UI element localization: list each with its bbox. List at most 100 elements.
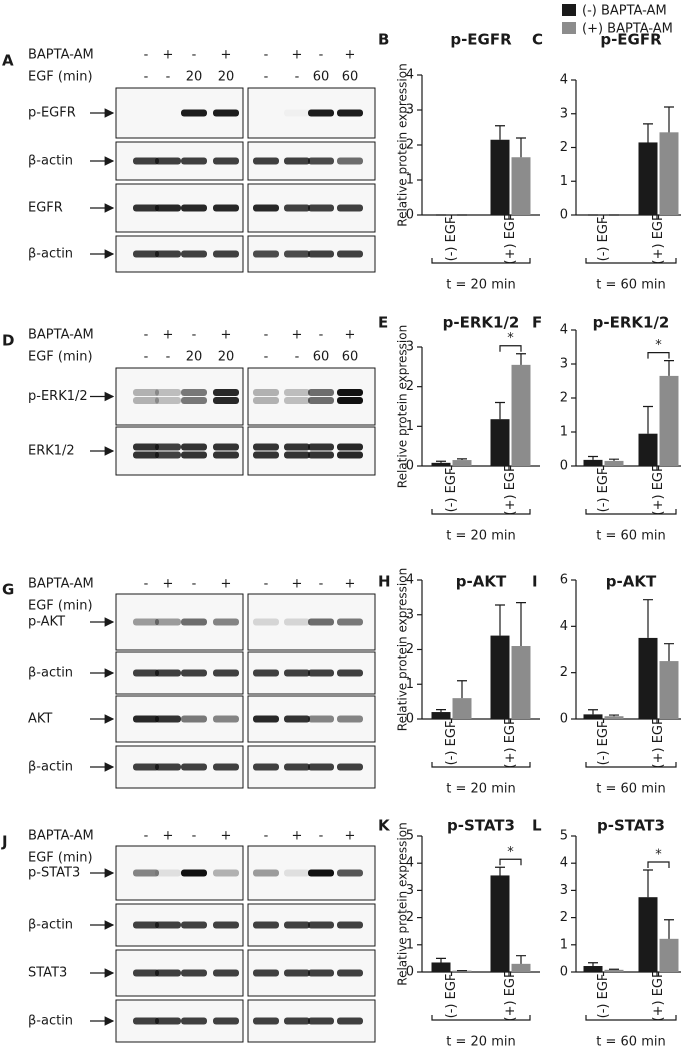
time-bracket [431,762,531,768]
lane-label: - [166,350,171,365]
band [308,715,334,723]
blot-label: β-actin [28,154,73,169]
lane-label: - [295,350,300,365]
significance-bracket [647,352,670,359]
error-bar [436,460,446,463]
lane-label: 60 [342,70,359,85]
lane-label: - [295,70,300,85]
lane-label: - [264,829,269,844]
x-axis-label: t = 20 min [446,782,515,797]
lane-label: + [292,328,303,343]
lane-label: - [144,829,149,844]
band [253,1017,279,1025]
lane-label: - [144,577,149,592]
band [213,618,239,626]
header-label: EGF (min) [28,851,93,866]
lane-label: + [345,328,356,343]
band [155,869,181,877]
chart-title: p-ERK1/2 [443,314,520,332]
band [337,969,363,977]
band [284,451,310,459]
y-axis-label: Relative protein expression [396,568,410,731]
band [337,921,363,929]
lane-label: - [264,577,269,592]
y-tick-label: 1 [406,677,414,692]
y-axis-label: Relative protein expression [396,63,410,226]
y-tick-label: 4 [560,856,568,871]
panel-letter: F [532,314,542,332]
time-bracket [585,509,677,515]
band [284,110,310,117]
band [213,969,239,977]
error-bar [436,957,446,963]
y-tick-label: 2 [560,140,568,155]
band [253,389,279,396]
blot-label: β-actin [28,918,73,933]
x-tick-label: (-) EGF [596,721,611,766]
lane-label: + [345,829,356,844]
header-label: EGF (min) [28,350,93,365]
band [133,618,159,626]
band [337,389,363,396]
bar [452,698,472,719]
band [284,715,310,723]
band [337,715,363,723]
y-tick-label: 1 [406,173,414,188]
lane-label: + [221,48,232,63]
band [213,443,239,451]
band [337,451,363,459]
panel-letter: E [378,314,388,332]
lane-label: + [163,577,174,592]
x-axis-label: t = 60 min [596,1035,665,1050]
bar [431,962,451,972]
y-tick-label: 3 [406,607,414,622]
header-label: BAPTA-AM [28,829,94,844]
band [133,250,159,258]
band [337,250,363,258]
lane-label: - [192,577,197,592]
band [181,389,207,396]
bar [638,142,658,215]
y-tick-label: 0 [560,208,568,223]
legend-swatch [562,4,576,16]
lane-label: - [319,829,324,844]
y-tick-label: 3 [560,106,568,121]
lane-label: 60 [313,70,330,85]
y-tick-label: 4 [560,73,568,88]
band [253,451,279,459]
header-label: EGF (min) [28,70,93,85]
lane-label: + [163,48,174,63]
x-tick-label: (+) EGF [651,465,666,516]
bar [638,433,658,466]
band [155,389,181,396]
error-bar [588,709,598,715]
error-bar [664,643,674,662]
band [253,204,279,212]
band [181,715,207,723]
band [253,869,279,877]
y-tick-label: 2 [560,665,568,680]
band [155,250,181,258]
bar [583,714,603,719]
lane-label: + [163,829,174,844]
blot-label: β-actin [28,1014,73,1029]
bar [490,139,510,215]
x-tick-label: (-) EGF [444,217,459,262]
legend-label: (-) BAPTA-AM [582,4,667,19]
band [308,763,334,771]
error-bar [588,962,598,967]
blot-box [115,367,244,426]
band [155,921,181,929]
error-bar [516,955,526,964]
blot-box [115,426,244,476]
band [181,451,207,459]
panel-letter: I [532,573,538,591]
band [308,921,334,929]
x-tick-label: (-) EGF [596,217,611,262]
band [181,443,207,451]
band [133,1017,159,1025]
band [284,869,310,877]
bar [490,875,510,972]
error-bar [516,137,526,158]
